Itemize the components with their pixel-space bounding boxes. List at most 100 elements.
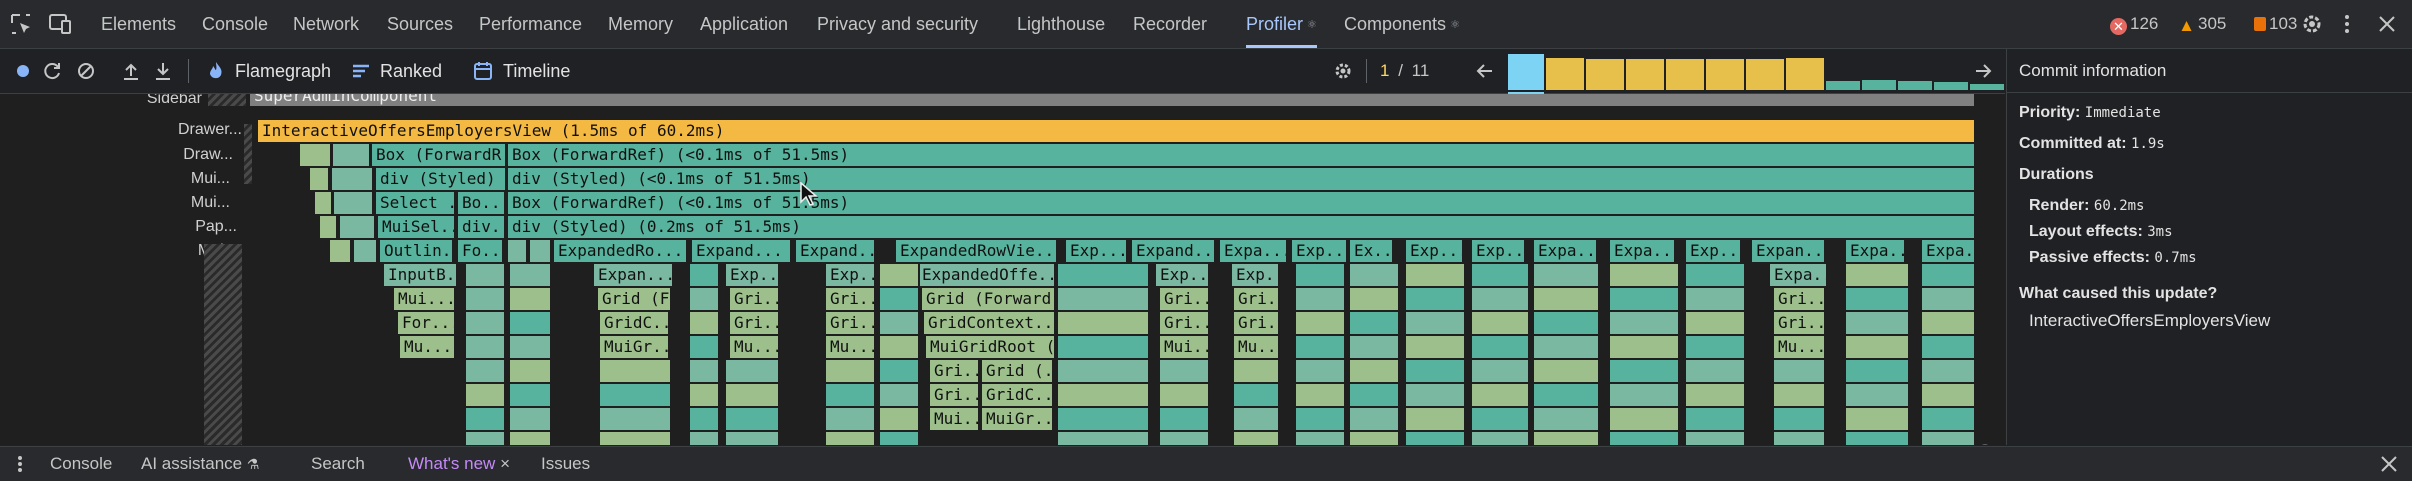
- flame-bar[interactable]: [510, 360, 552, 382]
- device-toolbar-icon[interactable]: [48, 13, 72, 35]
- flame-bar[interactable]: [726, 408, 780, 430]
- flame-bar[interactable]: [1686, 288, 1746, 310]
- reload-and-profile-icon[interactable]: [42, 60, 64, 82]
- flame-bar[interactable]: [1234, 360, 1280, 382]
- flame-bar[interactable]: [1350, 264, 1400, 286]
- drawer-tab-ai-assistance[interactable]: AI assistance ⚗: [141, 447, 259, 481]
- flame-bar[interactable]: Gri...: [930, 384, 980, 406]
- issue-count[interactable]: 103: [2254, 13, 2297, 35]
- flame-bar[interactable]: [1406, 288, 1466, 310]
- error-count[interactable]: ✕ 126: [2110, 13, 2158, 35]
- close-devtools-icon[interactable]: [2377, 14, 2397, 34]
- flame-bar[interactable]: [1610, 360, 1680, 382]
- tab-application[interactable]: Application: [700, 14, 789, 34]
- flame-bar[interactable]: [1160, 432, 1210, 445]
- tab-network[interactable]: Network: [293, 14, 360, 34]
- flame-bar[interactable]: [1774, 408, 1826, 430]
- timeline-button[interactable]: Timeline: [503, 61, 571, 81]
- flame-bar[interactable]: [690, 336, 720, 358]
- flame-bar[interactable]: Gri...: [730, 312, 780, 334]
- flame-bar[interactable]: [466, 264, 506, 286]
- flame-bar[interactable]: Expa...: [1846, 240, 1906, 262]
- tab-sources[interactable]: Sources: [387, 14, 454, 34]
- flame-bar[interactable]: [1058, 312, 1150, 334]
- flame-bar[interactable]: Exp...: [1156, 264, 1210, 286]
- flame-bar[interactable]: [1058, 360, 1150, 382]
- flame-bar[interactable]: [880, 336, 920, 358]
- flame-bar[interactable]: [1846, 360, 1910, 382]
- flame-bar[interactable]: Grid (F...: [598, 288, 672, 310]
- flamegraph-scrollbar[interactable]: [1980, 444, 1990, 445]
- flame-bar[interactable]: [1350, 312, 1400, 334]
- flame-bar[interactable]: [1534, 432, 1600, 445]
- flame-bar[interactable]: [1234, 432, 1280, 445]
- flame-bar[interactable]: [510, 432, 552, 445]
- flame-bar[interactable]: [1350, 384, 1400, 406]
- flame-bar[interactable]: [1610, 288, 1680, 310]
- tab-performance[interactable]: Performance: [479, 14, 583, 34]
- flame-bar[interactable]: [1472, 264, 1530, 286]
- flame-bar[interactable]: [1406, 384, 1466, 406]
- flame-bar[interactable]: [334, 192, 374, 214]
- flame-bar[interactable]: [1058, 264, 1150, 286]
- flame-bar[interactable]: [1534, 312, 1600, 334]
- flame-bar[interactable]: Expa...: [1610, 240, 1676, 262]
- flame-bar[interactable]: [1846, 384, 1910, 406]
- flame-bar[interactable]: [600, 408, 672, 430]
- close-drawer-icon[interactable]: [2380, 455, 2398, 473]
- flame-bar[interactable]: [1610, 336, 1680, 358]
- drawer-menu-icon[interactable]: [16, 454, 24, 474]
- flame-bar[interactable]: [880, 408, 920, 430]
- flame-bar[interactable]: Mui...: [1160, 336, 1210, 358]
- flame-bar[interactable]: [1774, 360, 1826, 382]
- settings-gear-icon[interactable]: [2300, 12, 2324, 36]
- warning-count[interactable]: ▲ 305: [2178, 13, 2226, 35]
- flame-bar[interactable]: Exp...: [1232, 264, 1280, 286]
- flame-bar[interactable]: Exp...: [1472, 240, 1526, 262]
- flame-bar[interactable]: [1686, 336, 1746, 358]
- flame-bar[interactable]: [1058, 408, 1150, 430]
- commit-bar[interactable]: [1826, 81, 1860, 90]
- flame-bar[interactable]: Gri...: [1774, 288, 1826, 310]
- close-tab-icon[interactable]: ×: [500, 454, 511, 473]
- flame-bar[interactable]: Exp...: [726, 264, 780, 286]
- flame-bar-dim[interactable]: [244, 124, 254, 184]
- flame-bar[interactable]: Expand...: [1132, 240, 1216, 262]
- flame-bar[interactable]: ExpandedRo...: [554, 240, 688, 262]
- flame-bar[interactable]: [1922, 336, 1976, 358]
- flame-bar[interactable]: [300, 144, 332, 166]
- flame-bar[interactable]: [1846, 408, 1910, 430]
- flame-bar[interactable]: [1234, 408, 1280, 430]
- drawer-tab-issues[interactable]: Issues: [541, 454, 591, 473]
- flame-bar[interactable]: [1846, 264, 1910, 286]
- flame-bar[interactable]: [1472, 408, 1530, 430]
- flame-bar[interactable]: Expan...: [1752, 240, 1826, 262]
- flame-bar[interactable]: [1686, 384, 1746, 406]
- flame-bar[interactable]: [600, 432, 672, 445]
- flame-bar[interactable]: Mui...: [930, 408, 980, 430]
- flame-bar[interactable]: Gri...: [1234, 312, 1280, 334]
- commit-bar[interactable]: [1746, 59, 1784, 90]
- flame-bar[interactable]: Expand...: [796, 240, 876, 262]
- record-icon[interactable]: [12, 60, 34, 82]
- flame-bar[interactable]: MuiSel...: [378, 216, 456, 238]
- flame-bar[interactable]: [1922, 384, 1976, 406]
- flame-bar[interactable]: [1922, 432, 1976, 445]
- flame-bar[interactable]: [510, 312, 552, 334]
- flamegraph-button[interactable]: Flamegraph: [235, 61, 332, 81]
- flame-bar[interactable]: ExpandedRowVie...: [896, 240, 1058, 262]
- flame-bar[interactable]: Exp...: [1686, 240, 1742, 262]
- flame-bar[interactable]: MuiGr...: [600, 336, 670, 358]
- flame-bar[interactable]: [508, 240, 528, 262]
- flame-bar[interactable]: [880, 312, 920, 334]
- flame-bar[interactable]: Exp...: [826, 264, 876, 286]
- flame-bar[interactable]: [1922, 264, 1976, 286]
- flame-bar[interactable]: Expa...: [1922, 240, 1976, 262]
- flame-bar[interactable]: [1296, 360, 1346, 382]
- flame-bar[interactable]: div (Styled) (<...: [376, 168, 507, 190]
- flame-bar[interactable]: [466, 336, 506, 358]
- flame-bar[interactable]: Expan...: [594, 264, 674, 286]
- flame-bar[interactable]: Fo...: [458, 240, 504, 262]
- load-profile-icon[interactable]: [120, 60, 142, 82]
- commit-bar[interactable]: [1862, 80, 1896, 90]
